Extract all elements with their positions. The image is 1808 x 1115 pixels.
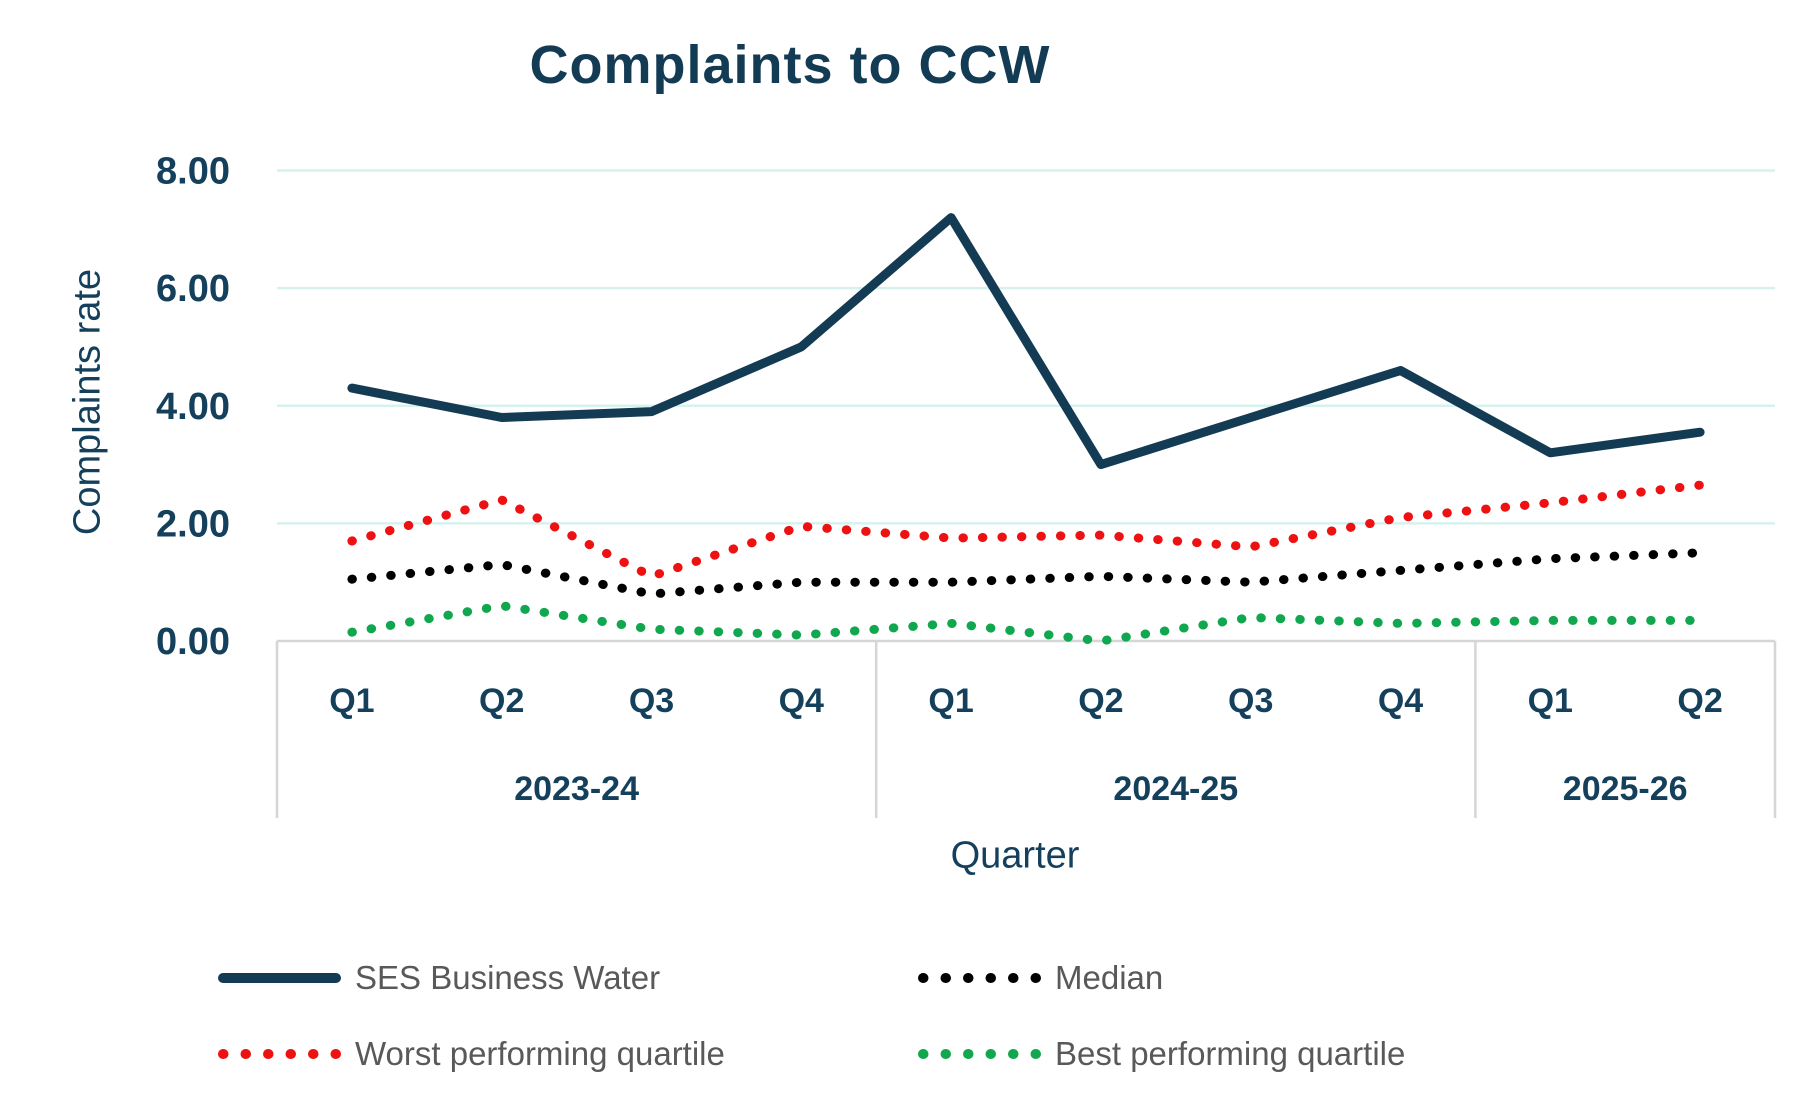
x-tick-label-quarter: Q1 <box>1528 682 1573 720</box>
series-line-best-performing-quartile <box>347 601 1705 646</box>
x-tick-label-quarter: Q4 <box>1378 682 1423 720</box>
series-line-median <box>347 548 1705 599</box>
y-tick-label: 0.00 <box>156 621 230 663</box>
x-tick-label-year: 2025-26 <box>1563 770 1688 808</box>
x-tick-label-quarter: Q4 <box>779 682 824 720</box>
y-tick-label: 2.00 <box>156 503 230 545</box>
x-axis-title: Quarter <box>950 834 1080 877</box>
x-tick-label-quarter: Q2 <box>1677 682 1722 720</box>
legend-label-ses-business-water: SES Business Water <box>355 959 660 996</box>
legend-label-median: Median <box>1055 959 1163 996</box>
x-tick-label-quarter: Q3 <box>629 682 674 720</box>
x-tick-label-year: 2023-24 <box>514 770 639 808</box>
x-tick-label-quarter: Q1 <box>928 682 973 720</box>
x-tick-label-quarter: Q2 <box>479 682 524 720</box>
y-axis-title: Complaints rate <box>66 268 109 536</box>
legend-label-worst-performing-quartile: Worst performing quartile <box>355 1035 725 1072</box>
chart-title: Complaints to CCW <box>529 35 1051 95</box>
series-line-worst-performing-quartile <box>347 480 1705 581</box>
y-tick-label: 4.00 <box>156 386 230 428</box>
y-tick-label: 6.00 <box>156 268 230 310</box>
legend-label-best-performing-quartile: Best performing quartile <box>1055 1035 1405 1072</box>
x-tick-label-year: 2024-25 <box>1113 770 1238 808</box>
x-tick-label-quarter: Q2 <box>1078 682 1123 720</box>
y-tick-label: 8.00 <box>156 151 230 193</box>
series-line-ses-business-water <box>347 213 1705 470</box>
x-tick-label-quarter: Q3 <box>1228 682 1273 720</box>
x-tick-label-quarter: Q1 <box>329 682 374 720</box>
